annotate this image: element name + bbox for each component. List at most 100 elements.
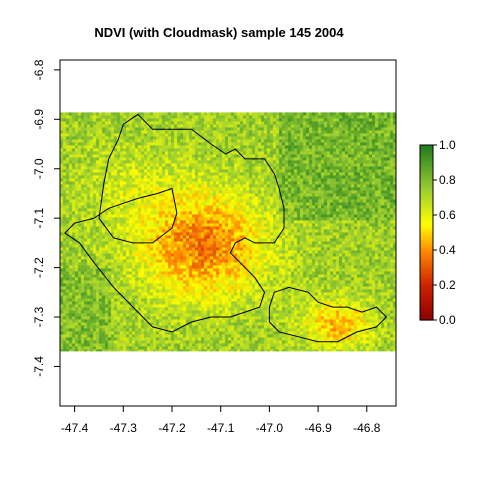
x-tick-label: -46.8 (353, 421, 381, 435)
y-tick-label: -6.8 (32, 59, 46, 80)
y-axis: -6.8 -6.9 -7.0 -7.1 -7.2 -7.3 -7.4 (32, 59, 60, 377)
legend-color-step (420, 182, 433, 185)
y-tick-label: -7.3 (32, 306, 46, 327)
legend-color-step (420, 254, 433, 258)
boundary-outline-2 (268, 286, 388, 343)
legend-color-step (420, 285, 433, 288)
x-tick-label: -47.4 (61, 421, 89, 435)
legend-tick-label: 0.2 (439, 278, 456, 292)
legend-color-step (420, 252, 433, 255)
boundary-outline-1 (64, 113, 285, 333)
legend-color-step (420, 158, 433, 161)
legend-color-step (420, 173, 433, 177)
ndvi-raster-image (60, 112, 396, 352)
legend-color-step (420, 271, 433, 275)
legend-color-step (420, 160, 433, 164)
legend-frame (419, 144, 434, 321)
legend-color-step (420, 280, 433, 284)
legend-tick-label: 0.4 (439, 243, 456, 257)
legend-color-step (420, 149, 433, 153)
legend-color-step (420, 287, 433, 290)
legend-color-step (420, 190, 433, 194)
y-tick-label: -6.9 (32, 109, 46, 130)
legend-color-step (420, 298, 433, 301)
legend-color-step (420, 258, 433, 262)
legend-color-step (420, 265, 433, 269)
legend-color-step (420, 250, 433, 253)
legend-color-step (420, 155, 433, 159)
legend-color-step (420, 180, 433, 183)
legend-color-step (420, 274, 433, 277)
legend-color-step (420, 269, 433, 273)
legend-color-step (420, 239, 433, 242)
legend-color-step (420, 223, 433, 227)
legend-color-step (420, 293, 433, 297)
legend-color-step (420, 256, 433, 260)
legend-color-step (420, 234, 433, 238)
legend-color-step (420, 219, 433, 223)
legend-color-step (420, 317, 433, 321)
legend-color-step (420, 278, 433, 282)
legend-color-step (420, 164, 433, 168)
legend-tick-label: 0.6 (439, 208, 456, 222)
legend-color-step (420, 304, 433, 308)
legend-color-step (420, 197, 433, 201)
y-tick-label: -7.1 (32, 208, 46, 229)
legend-color-step (420, 193, 433, 196)
legend-color-step (420, 166, 433, 170)
y-tick-label: -7.4 (32, 356, 46, 377)
legend-color-step (420, 217, 433, 220)
legend-color-step (420, 289, 433, 293)
legend-color-step (420, 204, 433, 207)
legend-color-step (420, 267, 433, 271)
chart-title: NDVI (with Cloudmask) sample 145 2004 (94, 25, 344, 40)
legend-color-step (420, 208, 433, 212)
ndvi-raster-layer (60, 112, 396, 352)
legend-color-step (420, 162, 433, 166)
x-tick-label: -47.1 (207, 421, 235, 435)
legend-color-step (420, 295, 433, 299)
legend-color-step (420, 276, 433, 280)
legend-color-step (420, 315, 433, 319)
legend-color-step (420, 309, 433, 312)
legend-color-step (420, 145, 433, 148)
legend-color-step (420, 228, 433, 231)
plot-frame (59, 59, 397, 407)
legend-color-step (420, 206, 433, 210)
legend-tick-label: 0.8 (439, 173, 456, 187)
legend-color-step (420, 313, 433, 317)
x-axis: -47.4 -47.3 -47.2 -47.1 -47.0 -46.9 -46.8 (61, 406, 381, 435)
legend-color-step (420, 186, 433, 190)
legend-color-step (420, 247, 433, 251)
legend-color-step (420, 195, 433, 199)
x-tick-label: -47.0 (256, 421, 284, 435)
legend-color-step (420, 236, 433, 240)
legend-color-step (420, 212, 433, 216)
legend-color-step (420, 151, 433, 155)
y-tick-label: -7.2 (32, 257, 46, 278)
x-tick-label: -47.3 (110, 421, 138, 435)
legend-color-step (420, 153, 433, 157)
x-tick-label: -46.9 (304, 421, 332, 435)
legend-color-step (420, 260, 433, 264)
legend-color-step (420, 221, 433, 225)
legend-color-step (420, 188, 433, 192)
legend-color-step (420, 241, 433, 245)
legend-color-step (420, 199, 433, 203)
legend-color-step (420, 243, 433, 247)
legend-color-step (420, 201, 433, 205)
legend-color-step (420, 177, 433, 181)
legend-color-step (420, 147, 433, 150)
legend-color-step (420, 245, 433, 249)
legend-color-step (420, 225, 433, 229)
color-legend: 0.0 0.2 0.4 0.6 0.8 1.0 (419, 138, 456, 327)
legend-color-step (420, 175, 433, 179)
boundary-layer (64, 113, 388, 343)
x-tick-label: -47.2 (158, 421, 186, 435)
legend-color-step (420, 215, 433, 218)
legend-tick-label: 1.0 (439, 138, 456, 152)
legend-color-step (420, 300, 433, 304)
legend-color-step (420, 311, 433, 315)
